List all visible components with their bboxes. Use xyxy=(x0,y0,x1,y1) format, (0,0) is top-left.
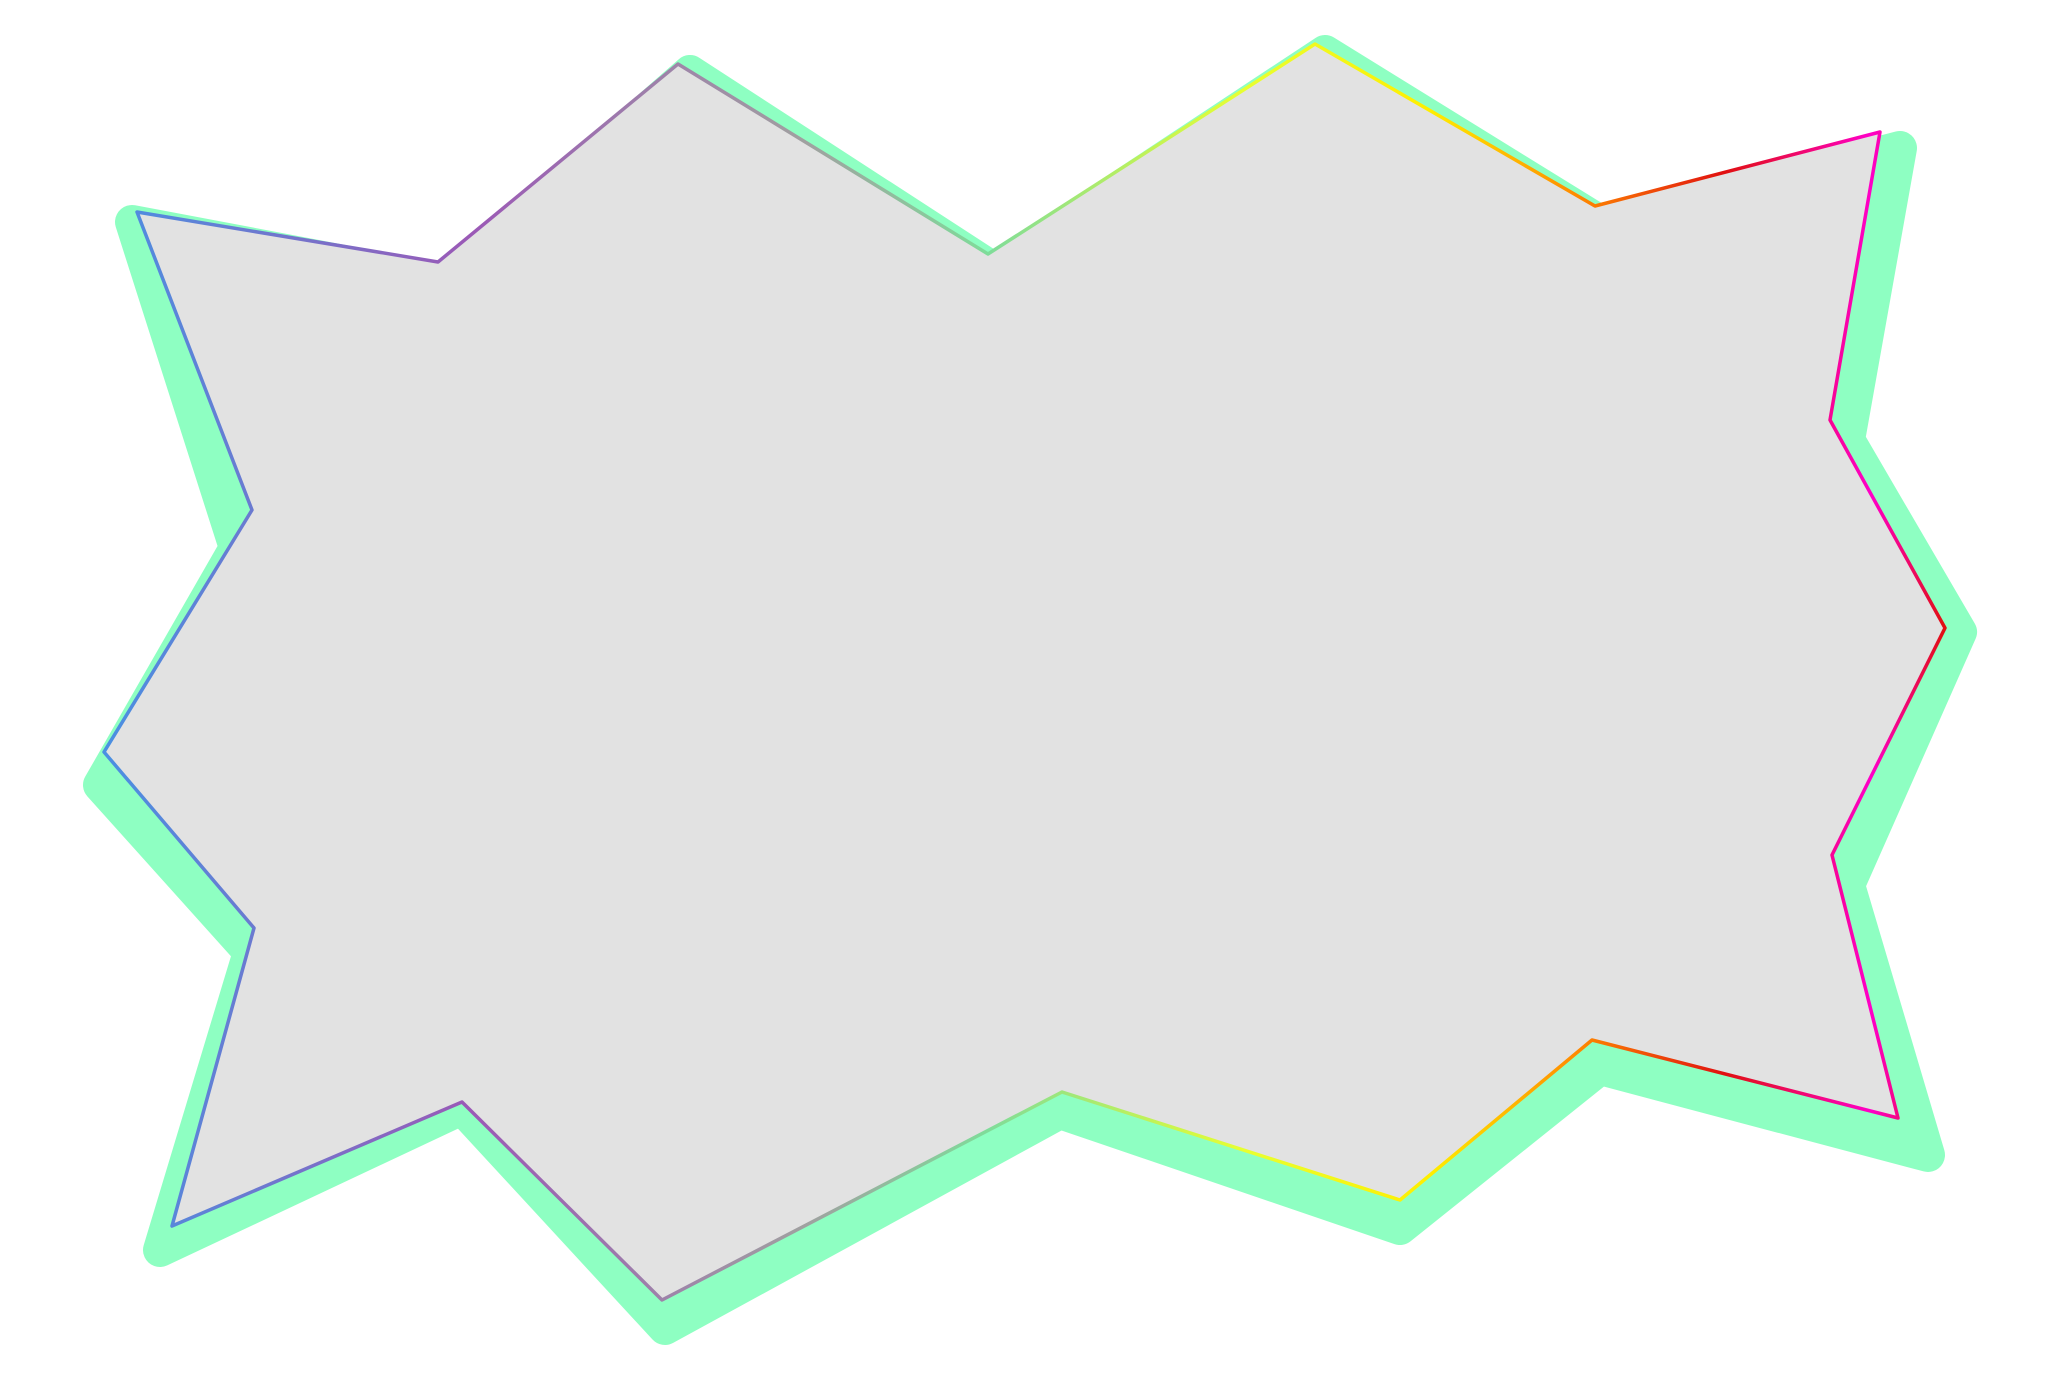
starburst-outline xyxy=(102,42,1947,1302)
starburst-body xyxy=(104,44,1945,1300)
